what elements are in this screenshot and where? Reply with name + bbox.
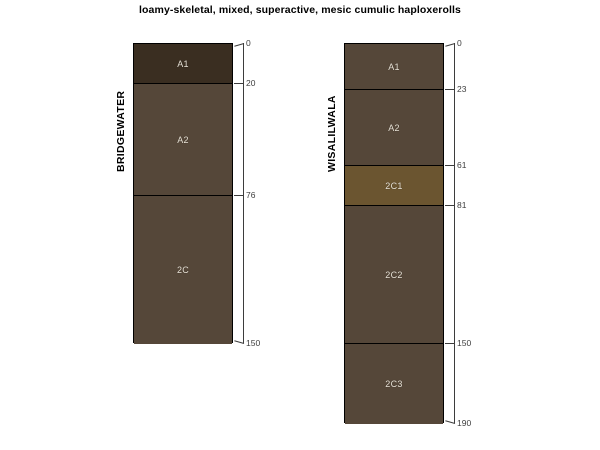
horizon-label: 2C3 [385,379,403,389]
depth-tick-label: 81 [457,200,467,210]
depth-tick-label: 0 [457,38,462,48]
profile-column: A1 A2 2C [133,43,233,344]
horizon-label: A2 [388,122,400,133]
depth-tick [445,343,455,344]
depth-axis-spine [243,43,244,343]
depth-tick [234,195,244,196]
depth-tick-label: 61 [457,160,467,170]
horizon-label: 2C [176,265,190,275]
depth-axis-spine [454,43,455,423]
soil-horizon: 2C1 [345,166,443,206]
soil-horizon: A2 [134,84,232,196]
soil-horizon: 2C3 [345,344,443,424]
horizon-label: 2C1 [385,180,403,191]
depth-tick [445,165,455,166]
depth-tick [445,89,455,90]
horizon-label: A2 [177,134,189,145]
depth-tick [445,205,455,206]
page-title: loamy-skeletal, mixed, superactive, mesi… [139,4,461,16]
depth-tick [234,83,244,84]
horizon-label: A1 [388,61,400,72]
soil-horizon: 2C [134,196,232,344]
horizon-label: A1 [177,58,189,69]
depth-tick-label: 190 [457,418,472,428]
depth-tick-label: 20 [246,78,256,88]
depth-tick-label: 0 [246,38,251,48]
depth-tick-label: 23 [457,84,467,94]
soil-horizon: A2 [345,90,443,166]
soil-horizon: A1 [345,44,443,90]
profile-name-label: BRIDGEWATER [115,90,127,172]
soil-horizon: 2C2 [345,206,443,344]
soil-horizon: A1 [134,44,232,84]
depth-tick-label: 150 [246,338,261,348]
depth-tick-label: 76 [246,190,256,200]
profile-column: A1 A2 2C1 2C2 2C3 [344,43,444,424]
profile-name-label: WISALILWALA [326,95,338,172]
depth-tick-label: 150 [457,338,472,348]
horizon-label: 2C2 [385,269,403,280]
